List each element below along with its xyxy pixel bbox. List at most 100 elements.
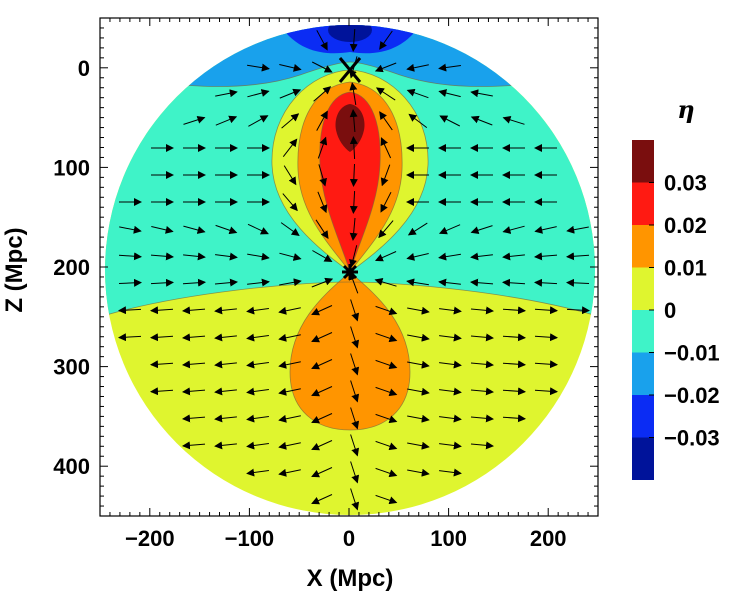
vector-arrow: [247, 89, 270, 98]
colorbar-label: 0.03: [664, 171, 707, 196]
vector-arrow: [375, 413, 398, 424]
y-tick-label: 400: [53, 454, 90, 479]
vector-arrow: [279, 88, 302, 99]
vector-arrow: [439, 414, 462, 423]
vector-arrow: [407, 306, 430, 315]
colorbar-label: −0.02: [664, 383, 720, 408]
vector-arrow: [246, 387, 269, 396]
colorbar-band: [632, 437, 654, 480]
vector-arrow: [470, 252, 493, 261]
vector-arrow: [182, 414, 206, 423]
vector-arrow: [248, 115, 269, 127]
vector-arrow: [214, 387, 237, 396]
y-tick-label: 300: [53, 355, 90, 380]
vector-arrow: [247, 63, 270, 72]
vector-arrow: [182, 441, 206, 450]
vector-arrow: [246, 414, 269, 423]
vector-arrow: [214, 441, 237, 450]
vector-arrow: [183, 252, 206, 261]
vector-arrow: [375, 87, 396, 101]
vector-arrow: [470, 441, 494, 450]
vector-arrow: [380, 191, 392, 213]
vector-arrow: [246, 360, 269, 369]
vector-arrow: [439, 115, 461, 127]
vector-arrow: [182, 306, 206, 315]
colorbar-label: 0: [664, 298, 676, 323]
vector-arrow: [406, 278, 429, 287]
vector-arrow: [316, 110, 328, 131]
vector-arrow: [349, 109, 358, 133]
vector-arrow: [349, 163, 358, 187]
colorbar-band: [632, 352, 654, 395]
vector-arrow: [407, 468, 430, 477]
vector-arrow: [247, 278, 270, 287]
vector-arrow: [374, 278, 397, 287]
colorbar-label: 0.01: [664, 256, 707, 281]
vector-arrow: [182, 333, 206, 342]
vector-arrow: [470, 89, 493, 98]
vector-arrow: [502, 306, 526, 315]
vector-arrow: [502, 387, 526, 396]
vector-arrow: [215, 89, 238, 98]
vector-arrow: [374, 62, 397, 73]
y-tick-label: 100: [53, 155, 90, 180]
vector-arrow: [150, 252, 174, 261]
y-axis-title: Z (Mpc): [1, 227, 28, 312]
contour-regions: [105, 25, 595, 515]
vector-arrow: [439, 387, 462, 396]
vector-arrow: [502, 414, 526, 423]
colorbar-band: [632, 395, 654, 438]
vector-arrow: [150, 333, 174, 342]
vector-arrow: [246, 441, 269, 450]
x-tick-label: −100: [225, 526, 275, 551]
vector-arrow: [502, 252, 525, 261]
vector-arrow: [470, 387, 494, 396]
vector-arrow: [375, 494, 398, 505]
vector-arrow: [438, 252, 461, 261]
vector-arrow: [566, 306, 590, 315]
vector-arrow: [379, 30, 393, 50]
vector-arrow: [182, 360, 206, 369]
vector-arrow: [349, 190, 358, 214]
vector-arrow: [311, 359, 333, 370]
vector-arrow: [470, 115, 493, 126]
vector-arrow: [246, 333, 269, 342]
vector-arrow: [119, 225, 142, 234]
vector-arrow: [406, 88, 429, 99]
vector-arrow: [311, 440, 333, 451]
colorbar-label: −0.01: [664, 341, 720, 366]
colorbar-label: −0.03: [664, 426, 720, 451]
vector-arrow: [311, 277, 334, 288]
vector-arrow: [278, 414, 301, 423]
vector-arrow: [283, 165, 297, 186]
vector-arrow: [349, 217, 358, 241]
vector-arrow: [312, 250, 333, 262]
vector-arrow: [407, 414, 430, 423]
vector-arrow: [183, 225, 206, 234]
vector-arrow: [182, 278, 206, 287]
vector-arrow: [375, 440, 398, 451]
vector-arrow: [311, 61, 333, 73]
vector-arrow: [278, 306, 301, 315]
x-tick-label: 100: [430, 526, 467, 551]
vector-arrow: [380, 164, 391, 187]
vector-arrow: [279, 64, 302, 72]
vector-arrow: [311, 467, 333, 478]
vector-arrow: [118, 252, 142, 261]
vector-arrow: [566, 225, 589, 234]
vector-arrow: [317, 191, 328, 214]
vector-arrow: [350, 353, 360, 376]
vector-arrow: [502, 333, 526, 342]
vector-arrow: [279, 252, 302, 261]
vector-arrow: [378, 220, 394, 239]
x-tick-label: 200: [530, 526, 567, 551]
vector-arrow: [407, 387, 430, 396]
colorbar-band: [632, 310, 654, 353]
region-navy-cap: [328, 25, 372, 42]
vector-arrow: [311, 413, 333, 424]
vector-arrow: [313, 86, 332, 102]
vector-arrow: [502, 115, 525, 125]
vector-arrow: [470, 414, 494, 423]
colorbar-title: η: [677, 95, 694, 124]
vector-arrow: [349, 28, 358, 52]
